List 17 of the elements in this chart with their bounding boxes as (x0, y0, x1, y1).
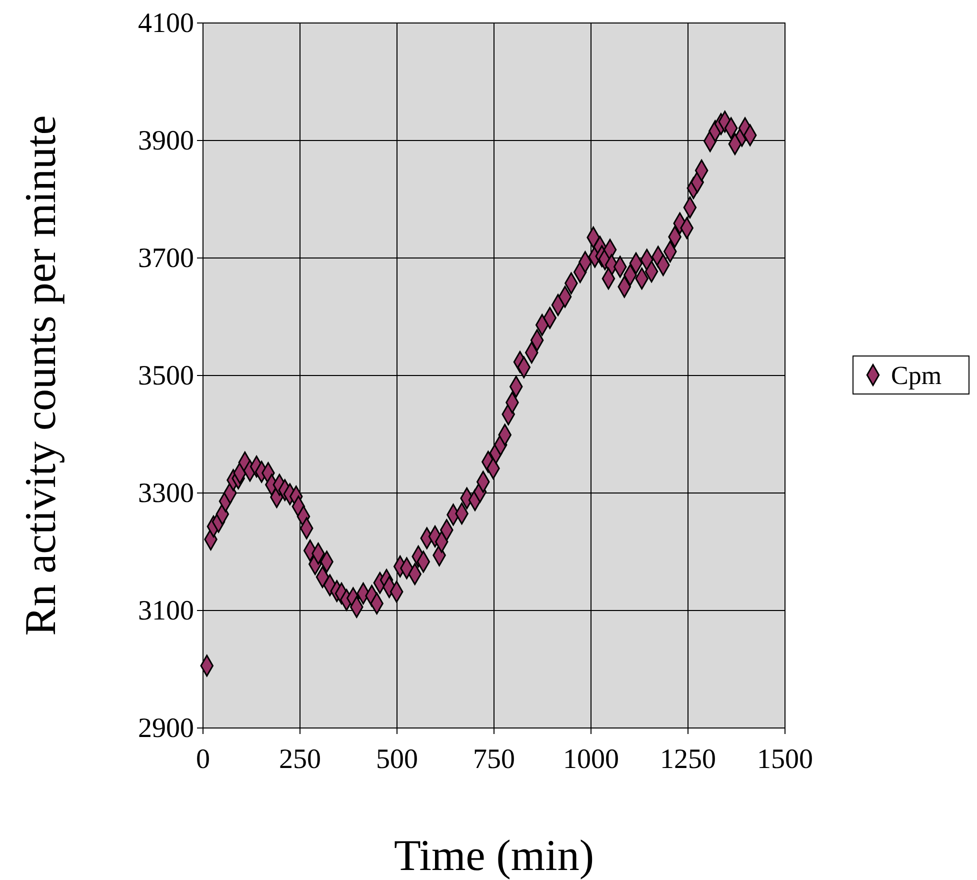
y-tick-label: 4100 (138, 8, 194, 39)
legend-label: Cpm (891, 361, 942, 390)
x-tick-label: 1250 (660, 744, 716, 775)
x-axis-title: Time (min) (394, 831, 594, 880)
x-tick-label: 750 (473, 744, 515, 775)
y-tick-label: 2900 (138, 712, 194, 744)
y-tick-label: 3100 (138, 595, 194, 626)
x-tick-label: 1000 (563, 744, 619, 775)
y-tick-label: 3300 (138, 478, 194, 509)
x-tick-label: 250 (279, 744, 321, 775)
x-tick-label: 0 (196, 744, 210, 775)
x-tick-label: 500 (376, 744, 418, 775)
y-tick-label: 3900 (138, 125, 194, 156)
y-tick-label: 3500 (138, 360, 194, 392)
y-axis-title: Rn activity counts per minute (16, 115, 65, 636)
y-tick-label: 3700 (138, 242, 194, 274)
x-tick-label: 1500 (757, 744, 813, 775)
